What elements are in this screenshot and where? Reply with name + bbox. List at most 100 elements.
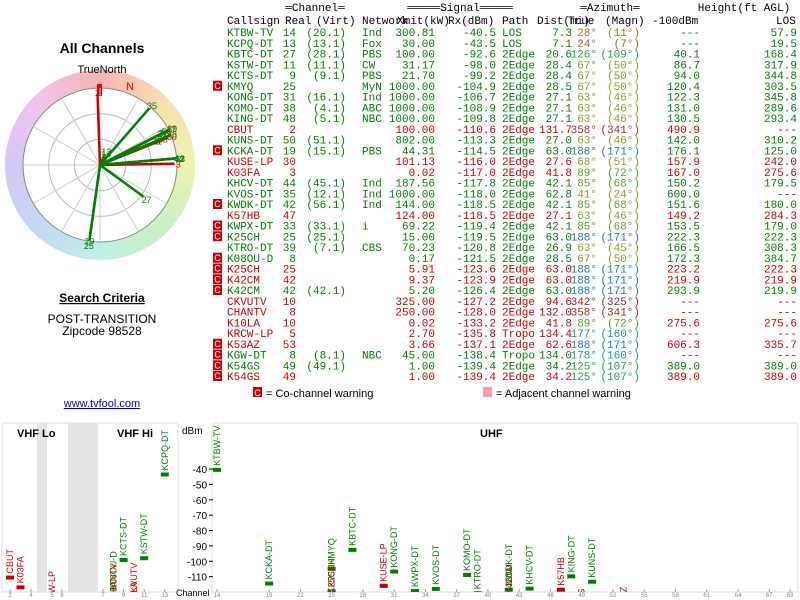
table-cell: 42.1 [546, 179, 573, 191]
table-cell: (9.1) [313, 71, 346, 83]
table-cell: 14 [283, 28, 297, 40]
table-cell: -116.0 [456, 157, 496, 169]
table-cell: 187.56 [395, 179, 435, 191]
table-cell: (45.1) [306, 179, 346, 191]
x-tick-label: 64 [735, 593, 742, 599]
table-cell: 8 [289, 254, 296, 266]
table-cell: (12.1) [306, 189, 346, 201]
table-cell: 2Edge [502, 318, 535, 330]
x-tick-label: 49 [578, 593, 585, 599]
table-cell: 188° [571, 286, 597, 298]
legend-text: = Co-channel warning [266, 388, 373, 400]
table-cell: ABC [362, 103, 382, 115]
table-cell: KVOS-DT [227, 189, 274, 201]
table-cell: CBS [362, 243, 382, 255]
x-tick-label: 5 [50, 593, 54, 599]
table-cell: 1000.00 [389, 103, 435, 115]
table-cell: -128.0 [456, 308, 496, 320]
table-cell: 125° [571, 361, 597, 373]
table-cell: KUSE-LP [227, 157, 274, 169]
table-cell: --- [777, 189, 797, 201]
table-cell: NBC [362, 114, 382, 126]
table-cell: 70.23 [402, 243, 435, 255]
table-cell: 89° [577, 168, 597, 180]
table-cell: (171°) [600, 265, 640, 277]
polar-spoke [61, 98, 101, 166]
signal-mark [16, 585, 25, 590]
table-cell: 275.6 [764, 318, 797, 330]
signal-label: K57HB [556, 557, 566, 586]
table-cell: 21.70 [402, 71, 435, 83]
table-cell: (68°) [607, 200, 640, 212]
table-cell: 40.1 [674, 50, 701, 62]
table-cell: (8.1) [313, 351, 346, 363]
table-cell: --- [680, 351, 700, 363]
table-cell: 2 [289, 125, 296, 137]
table-cell: 7.1 [552, 39, 572, 51]
site-link[interactable]: www.tvfool.com [63, 398, 140, 410]
table-cell: 68° [577, 157, 597, 169]
co-channel-flag-letter: C [214, 231, 221, 241]
table-cell: 27.1 [546, 103, 573, 115]
table-cell: (50°) [607, 82, 640, 94]
table-cell: CKVUTV [227, 297, 267, 309]
table-cell: KTRO-DT [227, 243, 274, 255]
table-cell: 3 [289, 168, 296, 180]
table-cell: KMYQ [227, 82, 254, 94]
co-channel-flag-letter: C [214, 360, 221, 370]
column-header: Network [362, 16, 409, 28]
panel-title: All Channels [60, 40, 145, 56]
table-cell: (50°) [607, 71, 640, 83]
co-channel-flag-letter: C [214, 145, 221, 155]
x-tick-label: 19 [266, 593, 273, 599]
table-cell: 188° [571, 275, 597, 287]
station-channel: 35 [147, 101, 157, 111]
table-cell: (107°) [600, 372, 640, 384]
table-cell: 134.0 [539, 351, 572, 363]
table-cell: -108.9 [456, 103, 496, 115]
table-cell: KING-DT [227, 114, 274, 126]
table-cell: -113.3 [456, 136, 496, 148]
x-tick-label: 55 [641, 593, 648, 599]
x-tick-label: 37 [453, 593, 460, 599]
table-cell: 168.4 [764, 50, 797, 62]
signal-label: KMYQ [327, 538, 337, 565]
vhf-marks: KCPQ-DT KSTW-DT KCTS-DT CBUT K03FA K08OU-D CKV… [5, 429, 170, 592]
table-cell: -110.6 [456, 125, 496, 137]
table-cell: 42 [283, 200, 296, 212]
table-cell: CHANTV [227, 308, 267, 320]
table-cell: (50°) [607, 60, 640, 72]
table-cell: 27.1 [546, 211, 573, 223]
signal-label: K53AZ [618, 586, 628, 600]
table-cell: (50°) [607, 254, 640, 266]
table-cell: 49 [283, 372, 296, 384]
criteria-title: Search Criteria [59, 291, 145, 305]
table-cell: 358° [571, 125, 597, 137]
table-cell: 0.17 [409, 254, 435, 266]
signal-label: KCTS-DT [119, 517, 129, 556]
table-cell: Ind [362, 189, 382, 201]
table-cell: (7.1) [313, 243, 346, 255]
table-cell: (171°) [600, 275, 640, 287]
table-cell: 179.0 [764, 222, 797, 234]
column-header: Path [502, 16, 528, 28]
table-cell: 1000.00 [389, 93, 435, 105]
table-cell: i [362, 222, 369, 234]
table-cell: CBUT [227, 125, 254, 137]
table-cell: (42.1) [306, 286, 346, 298]
table-cell: Ind [362, 200, 382, 212]
column-header: Rx(dBm) [448, 16, 494, 28]
table-cell: 2Edge [502, 179, 535, 191]
table-cell: 219.9 [764, 275, 797, 287]
table-cell: 222.3 [764, 232, 797, 244]
co-channel-flag [213, 263, 222, 274]
table-cell: 2Edge [502, 243, 535, 255]
table-cell: 2Edge [502, 125, 535, 137]
signal-mark [431, 586, 440, 591]
table-cell: 157.9 [667, 157, 700, 169]
table-cell: 275.6 [764, 168, 797, 180]
table-cell: (171°) [600, 232, 640, 244]
table-cell: 132.0 [539, 308, 572, 320]
station-direction [99, 107, 151, 166]
table-cell: (51.1) [306, 136, 346, 148]
